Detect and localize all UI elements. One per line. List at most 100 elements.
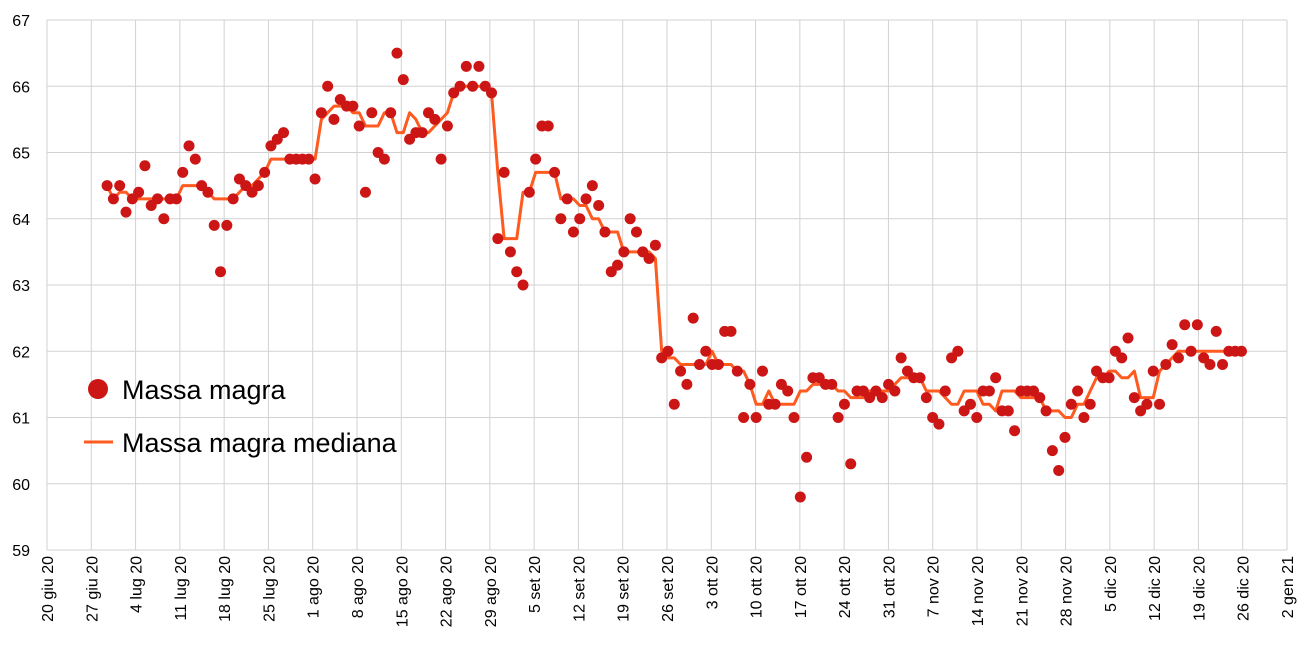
data-point: [712, 359, 724, 370]
x-tick-label: 18 lug 20: [217, 556, 234, 622]
data-point: [662, 345, 674, 357]
data-point: [252, 180, 264, 192]
data-point: [1116, 352, 1128, 364]
data-point: [700, 345, 712, 357]
data-point: [618, 246, 630, 258]
data-point: [542, 120, 554, 132]
y-axis-ticks: 59 60 61 62 63 64 65 66 67: [12, 13, 30, 560]
data-point: [328, 113, 340, 125]
y-tick-label: 67: [12, 13, 30, 30]
legend-label-points: Massa magra: [122, 375, 287, 405]
x-tick-label: 2 gen 21: [1280, 556, 1297, 618]
data-points: [101, 47, 1247, 503]
data-point: [429, 113, 441, 125]
data-point: [208, 219, 220, 231]
data-point: [177, 166, 189, 178]
data-point: [391, 47, 403, 59]
y-tick-label: 62: [12, 344, 30, 361]
data-point: [114, 180, 126, 192]
data-point: [504, 246, 516, 258]
data-point: [895, 352, 907, 364]
data-point: [227, 193, 239, 205]
data-point: [681, 378, 693, 390]
data-point: [725, 325, 737, 337]
data-point: [687, 312, 699, 324]
data-point: [385, 107, 397, 119]
data-point: [215, 266, 227, 278]
data-point: [952, 345, 964, 357]
data-point: [1154, 398, 1166, 410]
data-point: [353, 120, 365, 132]
data-point: [467, 80, 479, 92]
data-point: [782, 385, 794, 397]
legend-label-median: Massa magra mediana: [122, 428, 398, 458]
data-point: [517, 279, 529, 291]
x-tick-label: 25 lug 20: [261, 556, 278, 622]
x-tick-label: 19 set 20: [616, 556, 633, 622]
data-point: [397, 74, 409, 86]
data-point: [1059, 431, 1071, 443]
data-point: [826, 378, 838, 390]
data-point: [1072, 385, 1084, 397]
data-point: [845, 458, 857, 470]
data-point: [964, 398, 976, 410]
data-point: [750, 412, 762, 423]
data-point: [498, 166, 510, 178]
data-point: [366, 107, 378, 119]
data-point: [1210, 325, 1222, 337]
x-tick-label: 1 ago 20: [306, 556, 323, 618]
data-point: [744, 378, 756, 390]
data-point: [1217, 359, 1229, 370]
y-tick-label: 60: [12, 477, 30, 494]
x-tick-label: 5 dic 20: [1103, 556, 1120, 612]
data-point: [183, 140, 195, 152]
data-point: [555, 213, 567, 225]
data-point: [757, 365, 769, 377]
data-point: [530, 153, 542, 165]
data-point: [158, 213, 170, 225]
data-point: [1185, 345, 1197, 357]
data-point: [1046, 445, 1058, 457]
data-point: [580, 193, 592, 205]
data-point: [378, 153, 390, 165]
data-point: [624, 213, 636, 225]
data-point: [838, 398, 850, 410]
data-point: [586, 180, 598, 192]
data-point: [1128, 392, 1140, 404]
data-point: [630, 226, 642, 238]
data-point: [769, 398, 781, 410]
data-point: [1235, 345, 1247, 357]
data-point: [303, 153, 315, 165]
data-point: [189, 153, 201, 165]
x-tick-label: 7 nov 20: [926, 556, 943, 617]
data-point: [460, 60, 472, 72]
y-tick-label: 64: [12, 212, 30, 229]
data-point: [675, 365, 687, 377]
data-point: [788, 412, 800, 423]
data-point: [801, 451, 813, 463]
data-point: [152, 193, 164, 205]
x-tick-label: 20 giu 20: [40, 556, 57, 622]
x-tick-label: 17 ott 20: [793, 556, 810, 618]
y-tick-label: 61: [12, 411, 30, 428]
x-tick-label: 15 ago 20: [394, 556, 411, 627]
data-point: [990, 372, 1002, 384]
data-point: [1141, 398, 1153, 410]
data-point: [309, 173, 321, 185]
data-point: [1204, 359, 1216, 370]
data-point: [1160, 359, 1172, 370]
x-axis-ticks: 20 giu 20 27 giu 20 4 lug 20 11 lug 20 18 lu…: [40, 556, 1297, 627]
x-tick-label: 11 lug 20: [173, 556, 190, 621]
data-point: [1191, 319, 1203, 331]
x-tick-label: 21 nov 20: [1014, 556, 1031, 626]
data-point: [170, 193, 182, 205]
data-point: [1179, 319, 1191, 331]
legend-dot-icon: [88, 379, 108, 399]
data-point: [1053, 465, 1065, 476]
x-tick-label: 31 ott 20: [881, 556, 898, 618]
data-point: [441, 120, 453, 132]
data-point: [649, 239, 661, 251]
data-point: [416, 127, 428, 139]
data-point: [359, 186, 371, 198]
